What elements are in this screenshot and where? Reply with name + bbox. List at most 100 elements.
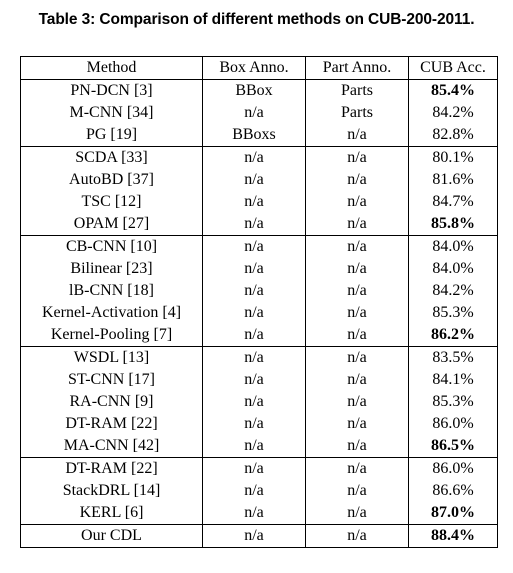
table-body: PN-DCN [3] BBox Parts 85.4% M-CNN [34] n/a Par… [20, 79, 498, 548]
table-row: DT-RAM [22] n/a n/a 86.0% [20, 457, 498, 480]
part-anno-cell: n/a [305, 191, 409, 213]
cub-acc-cell: 85.3% [408, 302, 498, 324]
part-anno-cell: n/a [305, 213, 409, 236]
table-row: PN-DCN [3] BBox Parts 85.4% [20, 79, 498, 102]
table-row: ST-CNN [17] n/a n/a 84.1% [20, 369, 498, 391]
box-anno-cell: n/a [202, 480, 306, 502]
table-row: AutoBD [37] n/a n/a 81.6% [20, 169, 498, 191]
box-anno-cell: n/a [202, 391, 306, 413]
cub-acc-cell: 86.0% [408, 457, 498, 480]
table-row: lB-CNN [18] n/a n/a 84.2% [20, 280, 498, 302]
part-anno-cell: n/a [305, 435, 409, 458]
method-cell: ST-CNN [17] [20, 369, 203, 391]
box-anno-cell: n/a [202, 502, 306, 525]
cub-acc-cell: 84.1% [408, 369, 498, 391]
method-cell: OPAM [27] [20, 213, 203, 236]
method-cell: lB-CNN [18] [20, 280, 203, 302]
part-anno-cell: Parts [305, 102, 409, 124]
header-part-anno: Part Anno. [305, 56, 409, 80]
cub-acc-cell: 85.8% [408, 213, 498, 236]
part-anno-cell: n/a [305, 258, 409, 280]
table-row: Our CDL n/a n/a 88.4% [20, 524, 498, 548]
method-cell: PN-DCN [3] [20, 79, 203, 102]
cub-acc-cell: 80.1% [408, 146, 498, 169]
method-cell: DT-RAM [22] [20, 413, 203, 435]
box-anno-cell: n/a [202, 302, 306, 324]
table-row: TSC [12] n/a n/a 84.7% [20, 191, 498, 213]
part-anno-cell: n/a [305, 280, 409, 302]
table-row: RA-CNN [9] n/a n/a 85.3% [20, 391, 498, 413]
part-anno-cell: n/a [305, 346, 409, 369]
method-cell: DT-RAM [22] [20, 457, 203, 480]
cub-acc-cell: 85.4% [408, 79, 498, 102]
cub-acc-cell: 84.7% [408, 191, 498, 213]
box-anno-cell: n/a [202, 146, 306, 169]
method-cell: WSDL [13] [20, 346, 203, 369]
box-anno-cell: n/a [202, 169, 306, 191]
table-row: Kernel-Activation [4] n/a n/a 85.3% [20, 302, 498, 324]
method-cell: Kernel-Pooling [7] [20, 324, 203, 347]
table-row: MA-CNN [42] n/a n/a 86.5% [20, 435, 498, 458]
box-anno-cell: n/a [202, 102, 306, 124]
box-anno-cell: n/a [202, 524, 306, 548]
part-anno-cell: n/a [305, 391, 409, 413]
method-cell: TSC [12] [20, 191, 203, 213]
box-anno-cell: n/a [202, 413, 306, 435]
box-anno-cell: n/a [202, 457, 306, 480]
method-cell: RA-CNN [9] [20, 391, 203, 413]
table-row: OPAM [27] n/a n/a 85.8% [20, 213, 498, 236]
box-anno-cell: n/a [202, 280, 306, 302]
cub-acc-cell: 86.6% [408, 480, 498, 502]
table-row: PG [19] BBoxs n/a 82.8% [20, 124, 498, 147]
comparison-table: Method Box Anno. Part Anno. CUB Acc. PN-… [20, 56, 498, 548]
cub-acc-cell: 86.0% [408, 413, 498, 435]
cub-acc-cell: 84.2% [408, 102, 498, 124]
part-anno-cell: n/a [305, 502, 409, 525]
cub-acc-cell: 82.8% [408, 124, 498, 147]
table-row: DT-RAM [22] n/a n/a 86.0% [20, 413, 498, 435]
method-cell: Kernel-Activation [4] [20, 302, 203, 324]
cub-acc-cell: 81.6% [408, 169, 498, 191]
cub-acc-cell: 84.0% [408, 235, 498, 258]
method-cell: KERL [6] [20, 502, 203, 525]
method-cell: M-CNN [34] [20, 102, 203, 124]
part-anno-cell: n/a [305, 413, 409, 435]
table-row: WSDL [13] n/a n/a 83.5% [20, 346, 498, 369]
cub-acc-cell: 84.0% [408, 258, 498, 280]
cub-acc-cell: 83.5% [408, 346, 498, 369]
method-cell: AutoBD [37] [20, 169, 203, 191]
box-anno-cell: n/a [202, 346, 306, 369]
table-caption: Table 3: Comparison of different methods… [38, 11, 475, 28]
part-anno-cell: n/a [305, 146, 409, 169]
box-anno-cell: n/a [202, 324, 306, 347]
part-anno-cell: n/a [305, 169, 409, 191]
cub-acc-cell: 86.2% [408, 324, 498, 347]
method-cell: CB-CNN [10] [20, 235, 203, 258]
table-row: Kernel-Pooling [7] n/a n/a 86.2% [20, 324, 498, 347]
method-cell: StackDRL [14] [20, 480, 203, 502]
part-anno-cell: n/a [305, 457, 409, 480]
method-cell: MA-CNN [42] [20, 435, 203, 458]
box-anno-cell: n/a [202, 369, 306, 391]
cub-acc-cell: 87.0% [408, 502, 498, 525]
method-cell: PG [19] [20, 124, 203, 147]
part-anno-cell: n/a [305, 524, 409, 548]
part-anno-cell: Parts [305, 79, 409, 102]
header-box-anno: Box Anno. [202, 56, 306, 80]
table-row: CB-CNN [10] n/a n/a 84.0% [20, 235, 498, 258]
table-row: Bilinear [23] n/a n/a 84.0% [20, 258, 498, 280]
box-anno-cell: n/a [202, 258, 306, 280]
box-anno-cell: n/a [202, 235, 306, 258]
method-cell: Our CDL [20, 524, 203, 548]
cub-acc-cell: 84.2% [408, 280, 498, 302]
part-anno-cell: n/a [305, 480, 409, 502]
cub-acc-cell: 85.3% [408, 391, 498, 413]
part-anno-cell: n/a [305, 124, 409, 147]
box-anno-cell: n/a [202, 213, 306, 236]
part-anno-cell: n/a [305, 235, 409, 258]
cub-acc-cell: 88.4% [408, 524, 498, 548]
table-row: SCDA [33] n/a n/a 80.1% [20, 146, 498, 169]
method-cell: SCDA [33] [20, 146, 203, 169]
part-anno-cell: n/a [305, 369, 409, 391]
part-anno-cell: n/a [305, 302, 409, 324]
